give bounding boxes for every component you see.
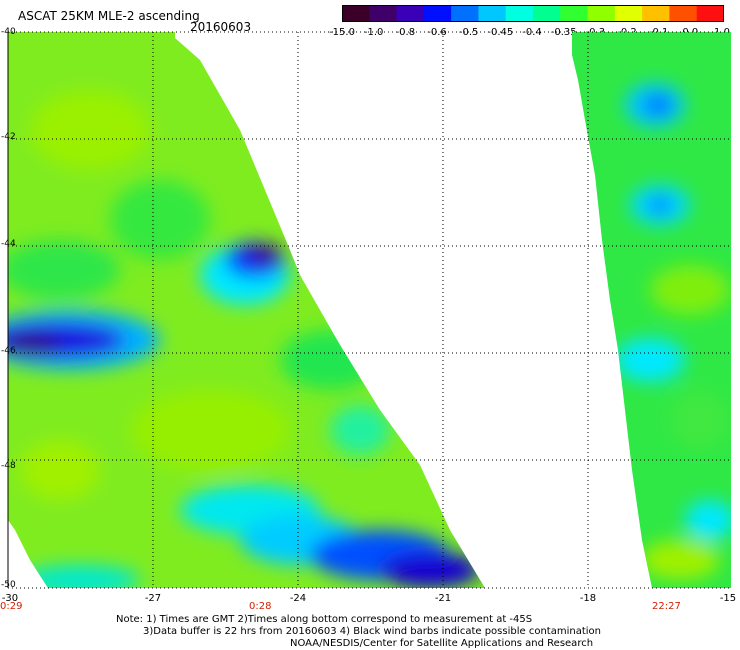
left-swath [8,32,485,588]
colorbar-swatch [342,5,370,22]
lat-label: -42 [1,132,16,142]
colorbar-swatch [533,5,561,22]
colorbar-swatch [451,5,479,22]
colorbar [342,5,724,22]
colorbar-label: -1.0 [363,27,384,38]
lon-label: -21 [434,593,452,604]
colorbar-swatch [478,5,507,22]
time-label: 22:27 [652,601,681,612]
colorbar-swatch [560,5,589,22]
product-title: ASCAT 25KM MLE-2 ascending [18,9,200,23]
colorbar-swatch [423,5,452,22]
lon-label: -24 [289,593,307,604]
colorbar-swatch [696,5,724,22]
colorbar-swatch [396,5,425,22]
colorbar-label: -15.0 [329,27,355,38]
lon-label: -15 [719,593,737,604]
colorbar-swatch [642,5,670,22]
lat-label: -40 [1,27,16,37]
product-date: 20160603 [190,20,252,34]
time-label: 0:28 [249,601,272,612]
time-label: 0:29 [0,601,23,612]
lat-label: -44 [1,239,16,249]
colorbar-swatch [369,5,398,22]
note-line-3: NOAA/NESDIS/Center for Satellite Applica… [290,638,594,649]
lon-label: -27 [144,593,162,604]
lat-lon-grid [8,31,731,589]
colorbar-label: -0.8 [395,27,416,38]
lat-label: -50 [1,580,16,590]
colorbar-border [342,5,724,22]
colorbar-swatch [505,5,534,22]
colorbar-swatch [669,5,698,22]
colorbar-swatch [587,5,616,22]
right-swath [572,32,731,588]
colorbar-label: -0.35 [550,27,577,38]
lon-label: -30 [1,593,19,604]
mle-swath-map [7,31,731,589]
lon-label: -18 [579,593,597,604]
lat-label: -48 [1,461,16,471]
note-line-1: Note: 1) Times are GMT 2)Times along bot… [116,614,533,625]
colorbar-swatch [614,5,643,22]
note-line-2: 3)Data buffer is 22 hrs from 20160603 4)… [143,626,601,637]
lat-label: -46 [1,346,16,356]
